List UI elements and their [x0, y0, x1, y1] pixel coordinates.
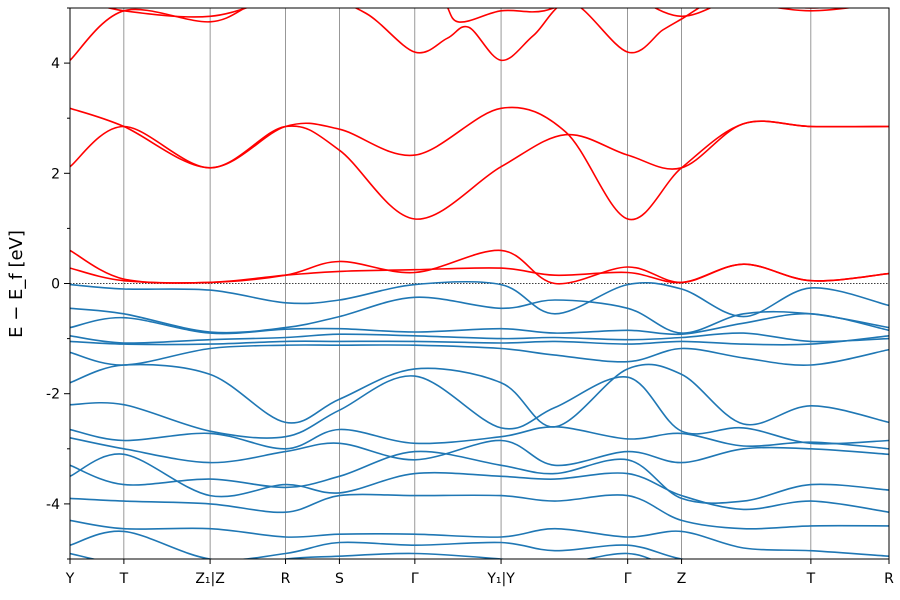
conduction-band-line [70, 263, 889, 284]
valence-band-line [70, 493, 889, 530]
valence-band-line [70, 425, 889, 450]
valence-band-line [70, 296, 889, 334]
band-lines [70, 8, 889, 559]
valence-band-line [70, 375, 889, 445]
k-point-vertical-lines [123, 8, 812, 559]
x-tick-label: R [281, 571, 291, 587]
valence-band-line [70, 335, 889, 346]
conduction-band-line [70, 249, 889, 285]
x-tick-label: Γ [624, 571, 632, 587]
y-tick-label: 2 [51, 166, 60, 182]
valence-band-line [70, 363, 889, 428]
x-tick-label: R [884, 571, 894, 587]
valence-band-line [70, 312, 889, 336]
x-tick-label: Y₁|Y [486, 571, 515, 587]
valence-band-line [70, 437, 889, 467]
valence-band-line [70, 453, 889, 513]
conduction-band-line [105, 8, 825, 23]
y-tick-label: -4 [46, 497, 60, 513]
valence-band-line [70, 332, 889, 344]
x-tick-label: Γ [411, 571, 419, 587]
y-tick-label: -2 [46, 387, 60, 403]
conduction-band-line [70, 107, 889, 220]
y-tick-label: 4 [51, 56, 60, 72]
conduction-band-line [70, 8, 854, 62]
y-tick-label: 0 [51, 277, 60, 293]
valence-band-line [70, 450, 889, 504]
y-axis-ticks: 4 2 0 -2 -4 [46, 7, 70, 560]
x-tick-label: Z₁|Z [195, 571, 225, 587]
y-axis-label: E − E_f [eV] [6, 230, 27, 338]
conduction-band-line [70, 106, 889, 221]
valence-band-line [70, 552, 653, 559]
x-tick-label: Y [65, 571, 75, 587]
x-axis-ticks: Y T Z₁|Z R S Γ Y₁|Y Γ Z T R [65, 559, 894, 587]
valence-band-line [70, 280, 889, 318]
valence-band-line [70, 344, 889, 367]
x-tick-label: Z [677, 571, 687, 587]
x-tick-label: S [335, 571, 344, 587]
valence-band-line [70, 519, 889, 557]
x-tick-label: T [806, 571, 816, 587]
x-tick-label: T [119, 571, 129, 587]
